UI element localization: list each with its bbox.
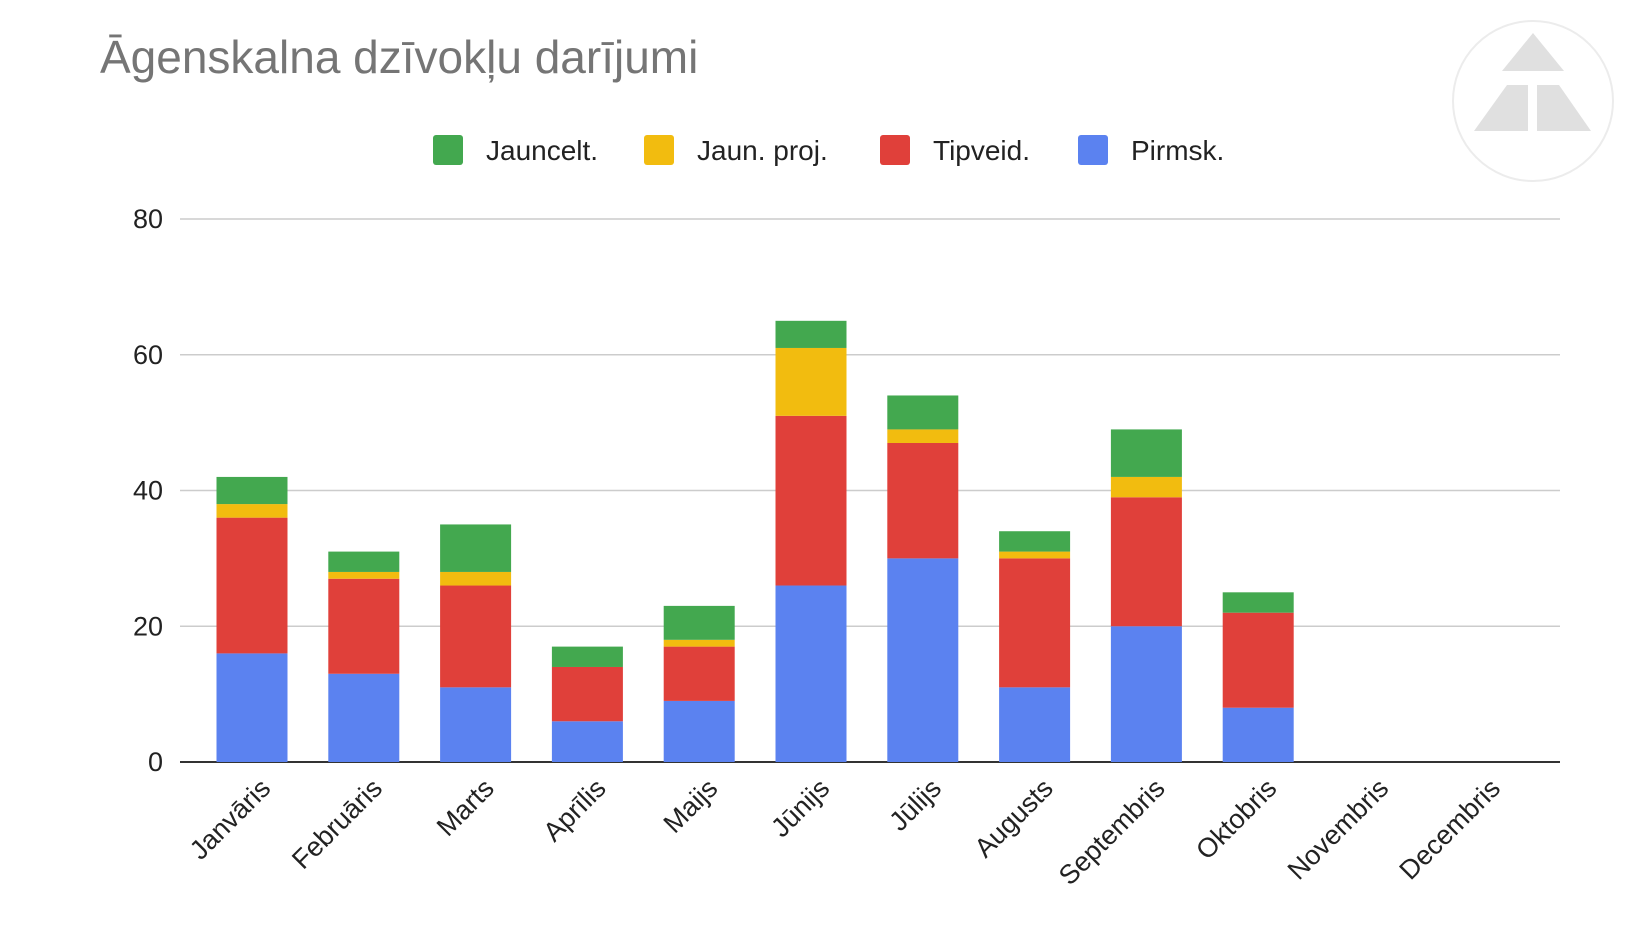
x-tick-label: Jūnijs xyxy=(765,773,835,843)
bar-segment xyxy=(999,531,1071,552)
y-tick-label: 0 xyxy=(148,747,163,777)
x-tick-label: Maijs xyxy=(658,773,724,839)
x-tick-label: Novembris xyxy=(1282,773,1394,885)
bar-segment xyxy=(1222,612,1294,708)
y-tick-label: 80 xyxy=(133,204,163,234)
x-tick-label: Augusts xyxy=(969,773,1059,863)
x-tick-label: Aprīlis xyxy=(537,773,611,847)
x-tick-label: Oktobris xyxy=(1190,773,1282,865)
bar-segment xyxy=(440,585,512,688)
x-tick-label: Janvāris xyxy=(184,773,276,865)
bar-segment xyxy=(1110,429,1182,477)
bar-segment xyxy=(1222,707,1294,762)
bar-segment xyxy=(775,347,847,416)
legend-label: Jauncelt. xyxy=(486,135,598,166)
legend-label: Jaun. proj. xyxy=(697,135,828,166)
bar-segment xyxy=(663,605,735,640)
bar-segment xyxy=(775,415,847,586)
bar-segment xyxy=(887,429,959,443)
bar-segment xyxy=(999,558,1071,688)
legend-label: Tipveid. xyxy=(933,135,1030,166)
bar-segment xyxy=(551,721,623,762)
bar-segment xyxy=(440,571,512,586)
bar-segment xyxy=(887,395,959,430)
bar-segment xyxy=(999,551,1071,559)
legend-swatch xyxy=(1078,135,1108,165)
bar-segment xyxy=(440,524,512,572)
legend-label: Pirmsk. xyxy=(1131,135,1224,166)
x-tick-label: Jūlijs xyxy=(883,773,947,837)
bar-segment xyxy=(887,558,959,762)
x-tick-label: Septembris xyxy=(1053,773,1171,891)
bar-segment xyxy=(1222,592,1294,613)
bar-segment xyxy=(328,571,400,579)
x-tick-label: Decembris xyxy=(1394,773,1506,885)
bar-segment xyxy=(775,585,847,762)
bar-segment xyxy=(440,687,512,762)
x-tick-label: Marts xyxy=(431,773,500,842)
legend-swatch xyxy=(433,135,463,165)
bar-segment xyxy=(216,517,288,654)
bar-segment xyxy=(663,700,735,762)
bar-segment xyxy=(775,320,847,348)
bar-segment xyxy=(328,673,400,762)
bar-segment xyxy=(216,476,288,505)
bar-segment xyxy=(216,504,288,518)
bar-segment xyxy=(551,646,623,667)
y-tick-label: 60 xyxy=(133,340,163,370)
brand-logo-icon xyxy=(1452,20,1614,182)
bar-segment xyxy=(1110,476,1182,498)
bar-segment xyxy=(1110,497,1182,627)
bar-segment xyxy=(328,551,400,572)
bar-segment xyxy=(551,666,623,722)
bar-segment xyxy=(216,653,288,762)
y-tick-label: 40 xyxy=(133,476,163,506)
bar-segment xyxy=(1110,626,1182,762)
bar-segment xyxy=(328,578,400,674)
bar-segment xyxy=(663,646,735,701)
legend-swatch xyxy=(644,135,674,165)
bar-segment xyxy=(999,687,1071,762)
y-tick-label: 20 xyxy=(133,611,163,641)
legend-swatch xyxy=(880,135,910,165)
x-tick-label: Februāris xyxy=(286,773,388,875)
bar-segment xyxy=(887,442,959,559)
chart-title: Āgenskalna dzīvokļu darījumi xyxy=(100,31,699,83)
bar-segment xyxy=(663,639,735,647)
